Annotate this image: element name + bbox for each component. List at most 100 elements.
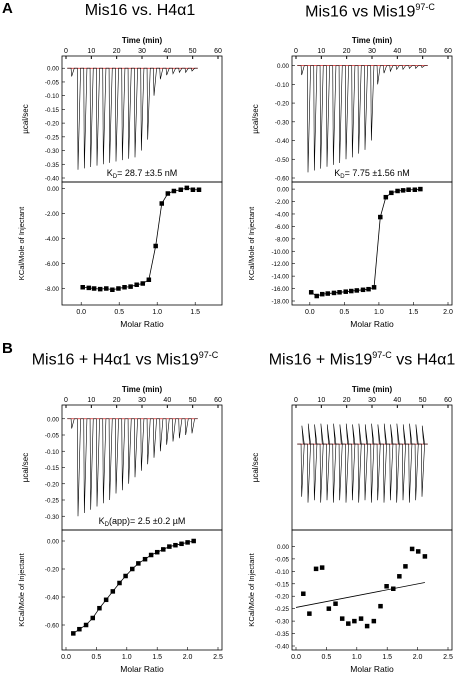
data-point-a1 [178, 187, 184, 192]
data-point-a2 [371, 285, 377, 290]
time-axis-title-b1: Time (min) [122, 385, 163, 394]
ucal-tick-label-a1: -0.15 [45, 107, 60, 114]
kcal-tick-label-a2: -10.00 [271, 249, 289, 256]
data-point-a1 [165, 191, 171, 196]
data-point-b1 [142, 556, 148, 562]
kcal-tick-label-a2: -2.00 [275, 199, 290, 206]
time-tick-label-b2: 60 [444, 397, 452, 404]
data-point-a2 [406, 187, 411, 192]
data-point-b2 [409, 546, 415, 552]
kcal-tick-label-a1: -4.00 [45, 236, 60, 243]
isotherm-frame-a2 [291, 181, 453, 306]
kcal-tick-label-a2: -14.00 [271, 274, 289, 281]
time-tick-label-b1: 0 [64, 397, 68, 404]
data-point-b2 [326, 606, 332, 611]
time-tick-label-a2: 20 [343, 48, 351, 55]
data-point-a2 [320, 291, 325, 297]
fit-curve-a2 [310, 188, 421, 297]
ucal-tick-label-a1: -0.10 [45, 93, 60, 100]
time-tick-label-b1: 30 [138, 397, 146, 404]
time-tick-label-a1: 20 [113, 48, 121, 55]
data-point-b1 [130, 566, 135, 572]
data-point-b2 [301, 591, 306, 596]
ucal-tick-label-b1: -0.25 [45, 498, 60, 505]
isotherm-frame-b2 [291, 529, 453, 651]
data-point-b2 [384, 584, 389, 589]
data-point-b1 [90, 615, 96, 621]
data-point-a1 [153, 243, 158, 249]
kcal-tick-label-a2: -8.00 [275, 236, 290, 243]
kcal-tick-label-a1: -2.00 [45, 211, 60, 218]
data-point-b2 [319, 565, 325, 570]
data-point-a1 [171, 188, 177, 194]
data-point-b2 [339, 616, 345, 621]
data-point-b2 [358, 616, 364, 621]
data-point-b1 [83, 622, 89, 628]
ratio-tick-label-b1: 0.5 [92, 654, 102, 661]
data-point-a1 [146, 277, 152, 282]
ucal-tick-label-a1: -0.20 [45, 121, 60, 128]
data-point-a2 [412, 187, 418, 192]
time-tick-label-b1: 20 [113, 397, 121, 404]
chart-title-b2-rest: vs H4α1 [391, 351, 456, 369]
time-tick-label-a2: 30 [368, 48, 376, 55]
data-point-a2 [395, 188, 400, 194]
ratio-tick-label-b1: 1.0 [122, 654, 132, 661]
kcal-tick-label-b1: -0.20 [45, 567, 60, 574]
data-point-b1 [136, 561, 141, 566]
data-point-b2 [346, 621, 351, 626]
ratio-tick-label-b1: 2.5 [213, 654, 223, 661]
ratio-axis-title-b1: Molar Ratio [120, 664, 164, 674]
kcal-tick-label-a2: -16.00 [271, 286, 289, 293]
data-point-b1 [191, 538, 196, 544]
ucal-axis-title-b2: µcal/sec [251, 453, 260, 483]
ucal-tick-label-b1: -0.20 [45, 481, 60, 488]
time-axis-title-a1: Time (min) [122, 36, 163, 45]
data-point-a2 [308, 290, 314, 295]
data-point-b1 [148, 552, 154, 558]
time-tick-label-b2: 50 [419, 397, 427, 404]
ratio-tick-label-a2: 0.0 [305, 309, 315, 316]
time-tick-label-a1: 10 [87, 48, 95, 55]
data-point-b2 [364, 623, 370, 629]
data-point-b1 [179, 541, 184, 547]
ucal-axis-title-a1: µcal/sec [21, 104, 30, 134]
kcal-tick-label-a2: -4.00 [275, 211, 290, 218]
data-point-a2 [349, 288, 354, 294]
data-point-a1 [184, 185, 190, 191]
data-point-a2 [418, 186, 423, 192]
data-point-a1 [116, 286, 121, 291]
ucal-axis-title-a2: µcal/sec [251, 104, 260, 134]
data-point-b1 [185, 540, 190, 545]
time-tick-label-b2: 0 [294, 397, 298, 404]
kcal-tick-label-b1: -0.60 [45, 623, 60, 630]
kcal-tick-label-b2: -0.30 [275, 619, 290, 626]
data-point-a1 [190, 187, 196, 192]
data-point-a2 [343, 289, 348, 294]
kd-annotation-a1: KD= 28.7 ±3.5 nM [107, 168, 178, 180]
kcal-tick-label-b1: -0.40 [45, 595, 60, 602]
data-point-b1 [117, 580, 122, 586]
data-point-a2 [383, 194, 389, 200]
data-point-b2 [307, 611, 312, 616]
ratio-tick-label-a1: 0.0 [76, 309, 86, 316]
data-point-a1 [80, 285, 85, 290]
panel-label-b: B [2, 340, 13, 357]
thermogram-trace-a1 [67, 67, 198, 170]
data-point-a2 [325, 291, 331, 296]
time-tick-label-a2: 50 [419, 48, 427, 55]
data-point-b1 [97, 605, 102, 611]
data-point-a2 [400, 188, 406, 193]
kcal-tick-label-b2: -0.25 [275, 606, 290, 613]
data-point-a2 [337, 290, 342, 295]
panel-label-a: A [2, 0, 13, 17]
kcal-tick-label-b2: -0.40 [275, 644, 290, 651]
thermogram-trace-b2 [297, 423, 428, 503]
thermogram-frame-a1 [61, 55, 223, 183]
time-axis-title-a2: Time (min) [352, 36, 393, 45]
ratio-tick-label-b1: 2.0 [183, 654, 193, 661]
time-tick-label-a1: 60 [214, 48, 222, 55]
data-point-a2 [354, 288, 360, 293]
time-tick-label-a2: 10 [317, 48, 325, 55]
ratio-tick-label-b2: 0.5 [322, 654, 332, 661]
